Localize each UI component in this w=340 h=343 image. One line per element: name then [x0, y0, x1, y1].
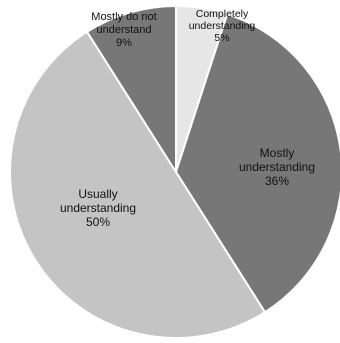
slice-label-line: Mostly do not [91, 11, 156, 23]
slice-label-line: understand [96, 24, 151, 36]
slice-label-line: understanding [189, 20, 256, 32]
slice-label-1: Mostly understanding 36% [239, 146, 315, 188]
slice-label-line: 36% [265, 174, 289, 188]
slice-label-2: Usually understanding 50% [60, 187, 136, 229]
slice-label-3: Mostly do not understand 9% [91, 11, 156, 49]
slice-label-0: Completely understanding 5% [189, 8, 256, 44]
pie-slice-2 [9, 30, 267, 339]
slice-label-line: understanding [60, 201, 136, 215]
slice-label-line: understanding [239, 160, 315, 174]
slice-label-line: 5% [214, 32, 229, 44]
pie-slice-1 [174, 12, 340, 314]
slice-label-line: Completely [196, 8, 249, 20]
slice-label-line: Usually [78, 187, 117, 201]
slice-label-line: Mostly [260, 146, 295, 160]
pie-slice-3 [85, 4, 177, 176]
slice-label-line: 50% [86, 215, 110, 229]
slice-label-line: 9% [116, 37, 132, 49]
